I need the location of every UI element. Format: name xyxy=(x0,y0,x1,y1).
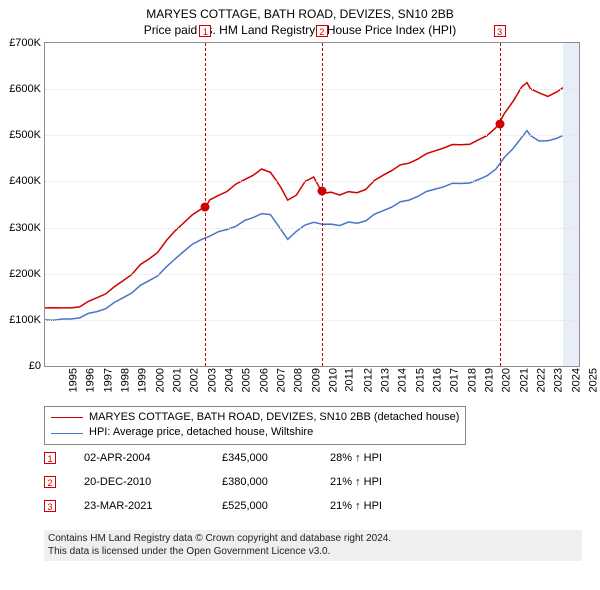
sale-date: 20-DEC-2010 xyxy=(84,476,194,488)
x-tick-label: 2018 xyxy=(466,368,478,392)
x-tick-label: 2013 xyxy=(380,368,392,392)
x-tick-label: 1996 xyxy=(85,368,97,392)
y-tick-label: £500K xyxy=(9,129,41,141)
x-tick-label: 1997 xyxy=(102,368,114,392)
x-tick-label: 1995 xyxy=(67,368,79,392)
sale-row: 1 02-APR-2004 £345,000 28% ↑ HPI xyxy=(44,452,382,464)
sale-row: 3 23-MAR-2021 £525,000 21% ↑ HPI xyxy=(44,500,382,512)
x-tick-label: 2024 xyxy=(570,368,582,392)
x-tick-label: 2001 xyxy=(172,368,184,392)
x-tick-label: 1998 xyxy=(119,368,131,392)
x-tick-label: 2000 xyxy=(154,368,166,392)
x-tick-label: 2008 xyxy=(293,368,305,392)
sale-price: £345,000 xyxy=(222,452,302,464)
x-tick-label: 2019 xyxy=(484,368,496,392)
event-marker: 1 xyxy=(199,25,211,37)
y-tick-label: £100K xyxy=(9,314,41,326)
legend: MARYES COTTAGE, BATH ROAD, DEVIZES, SN10… xyxy=(44,406,466,445)
sale-date: 23-MAR-2021 xyxy=(84,500,194,512)
x-tick-label: 2016 xyxy=(432,368,444,392)
legend-label: MARYES COTTAGE, BATH ROAD, DEVIZES, SN10… xyxy=(89,410,459,425)
series-hpi xyxy=(45,131,574,321)
sale-price: £380,000 xyxy=(222,476,302,488)
x-tick-label: 2023 xyxy=(553,368,565,392)
chart-plot: £0£100K£200K£300K£400K£500K£600K£700K199… xyxy=(44,42,580,367)
event-marker: 2 xyxy=(316,25,328,37)
x-tick-label: 2009 xyxy=(310,368,322,392)
x-tick-label: 2010 xyxy=(328,368,340,392)
sale-date: 02-APR-2004 xyxy=(84,452,194,464)
x-tick-label: 1999 xyxy=(137,368,149,392)
x-tick-label: 2025 xyxy=(588,368,600,392)
y-tick-label: £0 xyxy=(29,360,41,372)
x-tick-label: 2003 xyxy=(206,368,218,392)
event-line xyxy=(322,43,323,366)
y-tick-label: £400K xyxy=(9,175,41,187)
x-tick-label: 2014 xyxy=(397,368,409,392)
legend-label: HPI: Average price, detached house, Wilt… xyxy=(89,425,313,440)
x-tick-label: 2004 xyxy=(224,368,236,392)
sale-marker: 2 xyxy=(44,476,56,488)
x-tick-label: 2011 xyxy=(344,368,356,392)
legend-swatch xyxy=(51,417,83,418)
x-tick-label: 2005 xyxy=(241,368,253,392)
y-tick-label: £700K xyxy=(9,37,41,49)
sale-hpi-delta: 21% ↑ HPI xyxy=(330,500,382,512)
x-tick-label: 2012 xyxy=(362,368,374,392)
legend-row: HPI: Average price, detached house, Wilt… xyxy=(51,425,459,440)
y-tick-label: £200K xyxy=(9,268,41,280)
event-marker: 3 xyxy=(494,25,506,37)
x-tick-label: 2021 xyxy=(518,368,530,392)
chart-title: MARYES COTTAGE, BATH ROAD, DEVIZES, SN10… xyxy=(0,0,600,38)
sale-price: £525,000 xyxy=(222,500,302,512)
legend-swatch xyxy=(51,433,83,434)
x-tick-label: 2020 xyxy=(501,368,513,392)
x-tick-label: 2017 xyxy=(449,368,461,392)
x-tick-label: 2002 xyxy=(189,368,201,392)
x-tick-label: 2006 xyxy=(258,368,270,392)
sale-row: 2 20-DEC-2010 £380,000 21% ↑ HPI xyxy=(44,476,382,488)
forecast-band xyxy=(563,43,579,366)
event-dot xyxy=(495,119,504,128)
x-tick-label: 2007 xyxy=(276,368,288,392)
event-line xyxy=(500,43,501,366)
event-dot xyxy=(201,202,210,211)
sale-hpi-delta: 28% ↑ HPI xyxy=(330,452,382,464)
legend-row: MARYES COTTAGE, BATH ROAD, DEVIZES, SN10… xyxy=(51,410,459,425)
event-dot xyxy=(317,186,326,195)
credits: Contains HM Land Registry data © Crown c… xyxy=(44,530,582,561)
sale-marker: 3 xyxy=(44,500,56,512)
sale-marker: 1 xyxy=(44,452,56,464)
sale-hpi-delta: 21% ↑ HPI xyxy=(330,476,382,488)
x-tick-label: 2015 xyxy=(414,368,426,392)
y-tick-label: £300K xyxy=(9,222,41,234)
x-tick-label: 2022 xyxy=(536,368,548,392)
y-tick-label: £600K xyxy=(9,83,41,95)
